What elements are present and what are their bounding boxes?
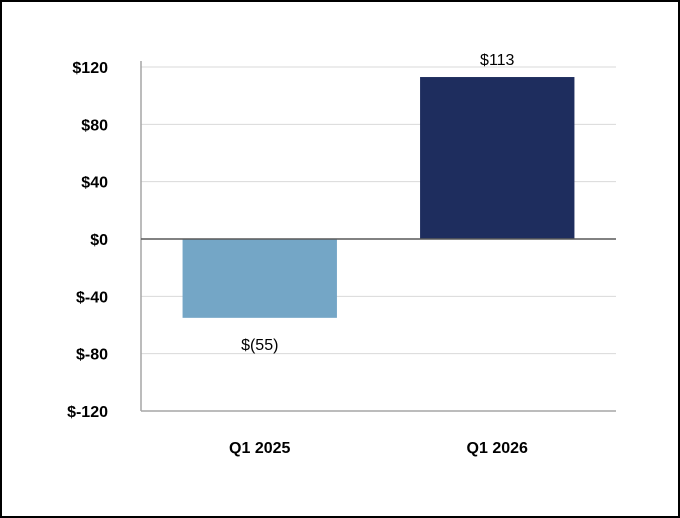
y-tick-label: $-120 bbox=[67, 404, 108, 421]
y-tick-label: $120 bbox=[72, 60, 108, 77]
x-category-label: Q1 2026 bbox=[467, 440, 528, 457]
y-tick-label: $0 bbox=[90, 232, 108, 249]
y-tick-labels: $120 $80 $40 $0 $-40 $-80 $-120 bbox=[67, 60, 108, 421]
y-tick-label: $-80 bbox=[76, 347, 108, 364]
data-label: $113 bbox=[480, 52, 515, 69]
y-tick-label: $-40 bbox=[76, 289, 108, 306]
bar bbox=[420, 77, 575, 240]
data-labels: $(55) $113 bbox=[241, 52, 514, 354]
y-tick-label: $40 bbox=[81, 175, 108, 192]
x-category-label: Q1 2025 bbox=[229, 440, 290, 457]
data-label: $(55) bbox=[241, 337, 278, 354]
bars bbox=[182, 77, 575, 318]
x-category-labels: Q1 2025 Q1 2026 bbox=[229, 440, 528, 457]
y-tick-label: $80 bbox=[81, 117, 108, 134]
bar bbox=[182, 239, 337, 318]
